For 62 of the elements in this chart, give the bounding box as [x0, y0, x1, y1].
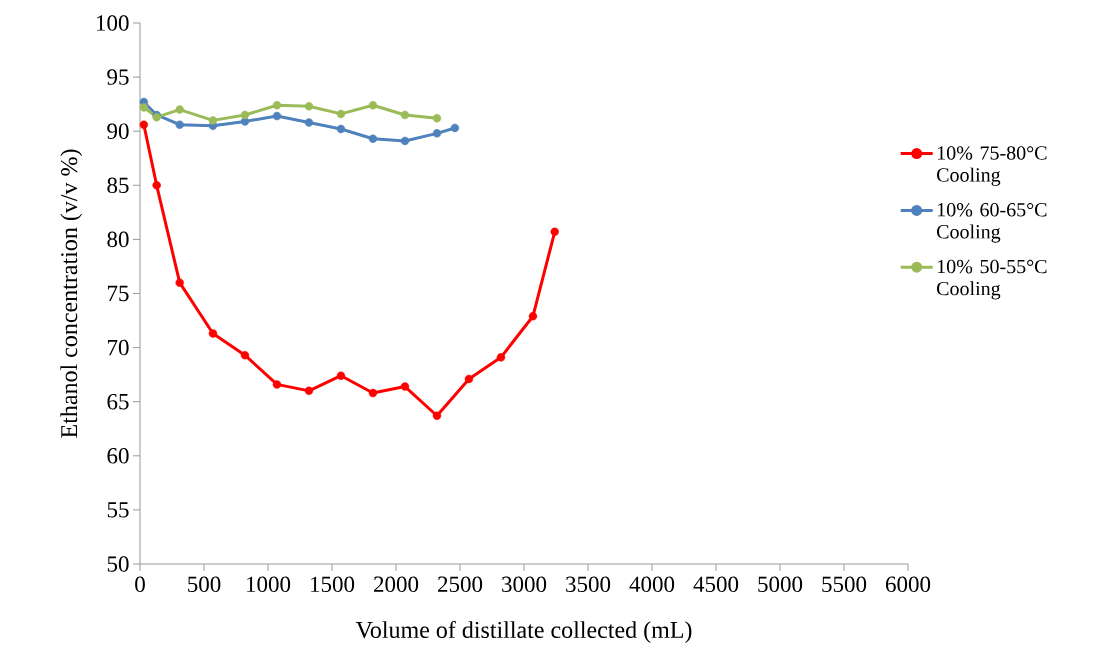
x-tick-label: 4000 [629, 576, 675, 593]
point [139, 120, 149, 129]
point [432, 114, 442, 123]
x-tick-label: 1500 [311, 576, 355, 593]
x-tick-label: 0 [135, 576, 145, 593]
point [336, 109, 346, 119]
x-axis-title: Volume of distillate collected (mL) [355, 620, 692, 643]
y-tick-label: 65 [107, 393, 129, 410]
x-tick-label: 5500 [822, 576, 867, 593]
point [400, 136, 410, 146]
point [304, 102, 314, 111]
point [336, 371, 346, 380]
point [139, 103, 149, 112]
point [368, 101, 378, 110]
y-tick-label: 100 [97, 15, 129, 31]
y-tick-label: 95 [107, 69, 129, 85]
legend-label: 10% 60-65°C Cooling [937, 203, 1047, 243]
point [550, 227, 559, 237]
point [450, 123, 460, 133]
point [208, 116, 218, 125]
point [240, 350, 250, 360]
x-tick-label: 2500 [438, 576, 483, 593]
y-tick-label: 90 [107, 123, 129, 139]
point [432, 129, 442, 138]
point [336, 124, 346, 134]
point [528, 312, 538, 321]
y-tick-label: 50 [107, 556, 129, 572]
point [400, 382, 410, 391]
point [272, 111, 282, 121]
y-tick-label: 85 [107, 177, 129, 194]
point [272, 380, 282, 389]
point [496, 353, 506, 362]
point [368, 388, 378, 398]
y-axis-title: Ethanol concentration (v/v %) [60, 149, 83, 438]
point [400, 110, 410, 120]
y-tick-label: 80 [107, 231, 129, 248]
point [175, 120, 184, 129]
y-tick-label: 55 [107, 502, 129, 518]
y-tick-label: 70 [108, 339, 129, 356]
y-tick-label: 75 [108, 285, 129, 302]
x-tick-label: 5000 [758, 576, 803, 593]
y-tick-label: 60 [107, 448, 129, 464]
legend-label: 10% 50-55°C Cooling [937, 259, 1047, 300]
x-tick-label: 6000 [885, 576, 931, 593]
legend-label: 10% 75-80°C Cooling [937, 146, 1047, 186]
point [304, 386, 314, 396]
point [240, 110, 250, 120]
point [175, 278, 184, 287]
x-tick-label: 500 [188, 576, 221, 593]
point [304, 118, 314, 127]
x-tick-label: 4500 [693, 576, 739, 593]
point [152, 181, 161, 190]
point [464, 374, 474, 384]
x-tick-label: 1000 [247, 576, 291, 593]
x-tick-label: 2000 [374, 576, 419, 593]
x-tick-label: 3500 [566, 576, 611, 593]
x-tick-label: 3000 [502, 576, 547, 593]
point [368, 134, 378, 143]
point [175, 105, 184, 114]
point [432, 411, 442, 420]
point [272, 101, 282, 110]
point [208, 329, 218, 338]
